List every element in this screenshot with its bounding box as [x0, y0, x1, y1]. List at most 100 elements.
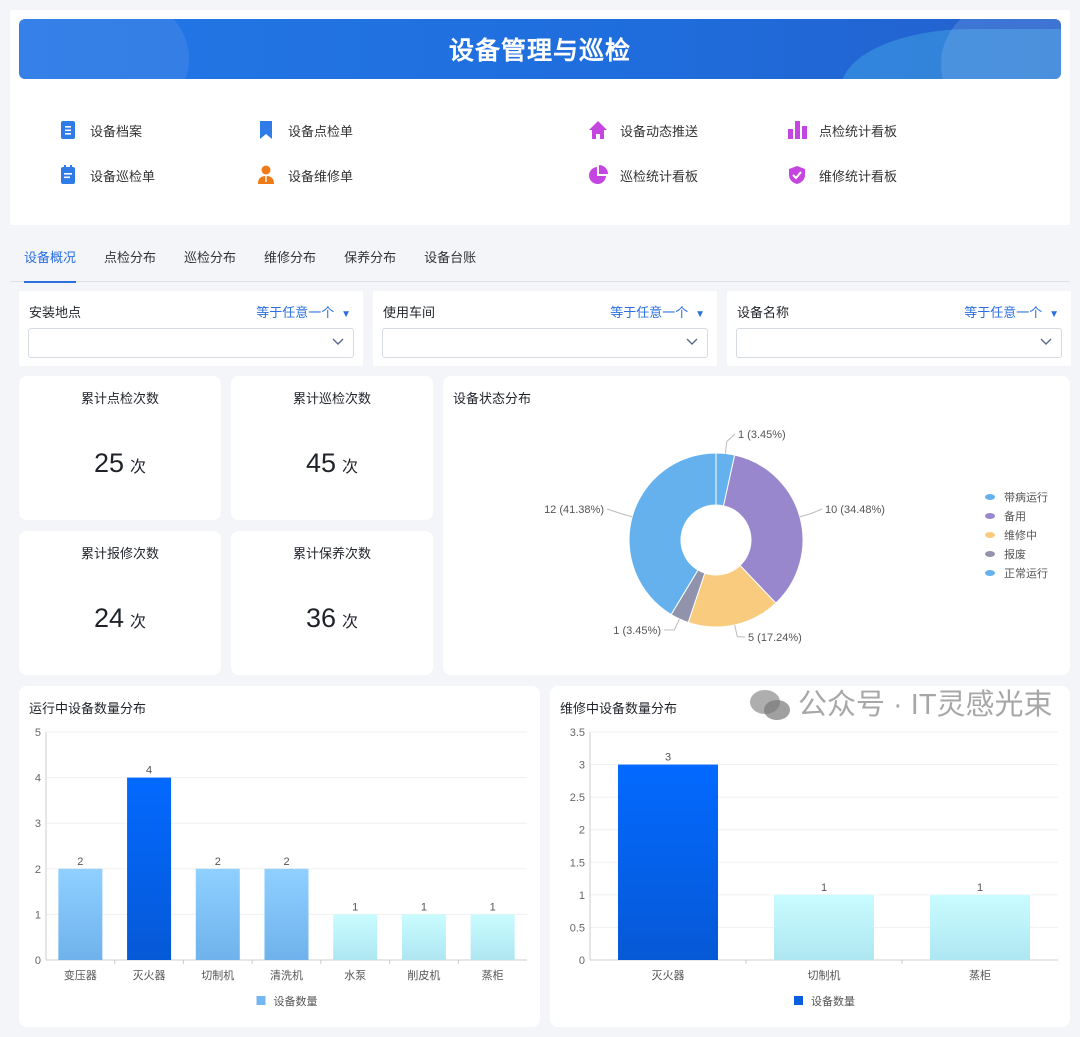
title-banner: 设备管理与巡检	[19, 19, 1061, 79]
bar[interactable]	[470, 914, 515, 960]
tab-3[interactable]: 巡检分布	[184, 250, 237, 265]
filter-select[interactable]	[382, 328, 708, 358]
bar-value-label: 2	[283, 856, 289, 868]
watermark: 公众号 · IT灵感光束	[748, 688, 1053, 722]
legend-marker	[985, 513, 995, 519]
wechat-icon	[750, 690, 790, 720]
legend-marker	[985, 532, 995, 538]
pie-slice[interactable]	[687, 564, 777, 628]
bar[interactable]	[58, 868, 103, 960]
y-tick-label: 1	[579, 890, 585, 902]
chevron-down-icon	[1040, 335, 1052, 349]
y-tick-label: 2.5	[570, 792, 585, 804]
bar[interactable]	[127, 777, 172, 960]
filter-select[interactable]	[736, 328, 1062, 358]
pie-label-line	[606, 508, 633, 518]
filter-operator-dropdown[interactable]: 等于任意一个 ▼	[610, 302, 705, 321]
stat-unit: 次	[342, 459, 359, 476]
menu-item-label: 设备维修单	[288, 168, 354, 184]
filter-2: 使用车间 等于任意一个 ▼	[373, 291, 717, 366]
chart-title: 运行中设备数量分布	[29, 701, 147, 716]
menu-item-1[interactable]: 设备档案	[58, 120, 142, 140]
bar-value-label: 1	[977, 882, 983, 894]
legend-marker	[985, 494, 995, 500]
chart-title: 维修中设备数量分布	[560, 701, 678, 716]
bar-chart-icon	[787, 120, 807, 140]
tab-bar: 设备概况 点检分布 巡检分布 维修分布 保养分布 设备台账	[10, 240, 1070, 283]
bar[interactable]	[930, 894, 1030, 960]
bar-value-label: 2	[77, 856, 83, 868]
bar[interactable]	[618, 764, 718, 960]
bar[interactable]	[264, 868, 309, 960]
header-panel: 设备管理与巡检 设备档案 设备点检单 设备动态推送 点检统计看板设备巡检单 设备维修单 巡…	[10, 10, 1070, 225]
pie-label-line	[734, 624, 746, 638]
stat-value: 45	[305, 448, 337, 478]
y-tick-label: 0	[35, 955, 41, 967]
menu-item-7[interactable]: 巡检统计看板	[588, 165, 698, 185]
pie-data-label: 10 (34.48%)	[825, 504, 885, 516]
menu-item-4[interactable]: 点检统计看板	[787, 120, 897, 140]
stat-value-row: 25 次	[19, 448, 221, 479]
menu-item-5[interactable]: 设备巡检单	[58, 165, 155, 185]
legend-item[interactable]: 设备数量	[811, 994, 855, 1008]
stat-card-3: 累计报修次数 24 次	[19, 531, 221, 675]
x-tick-label: 蒸柜	[969, 969, 991, 982]
pie-slice[interactable]	[722, 454, 804, 604]
tab-5[interactable]: 保养分布	[344, 250, 397, 265]
legend-item[interactable]: 报废	[1004, 547, 1026, 561]
filter-select[interactable]	[28, 328, 354, 358]
y-tick-label: 5	[35, 727, 41, 739]
pie-slice[interactable]	[628, 452, 717, 616]
legend-marker	[985, 551, 995, 557]
tab-2[interactable]: 点检分布	[104, 250, 157, 265]
pie-data-label: 1 (3.45%)	[613, 625, 661, 637]
x-tick-label: 切制机	[201, 968, 234, 982]
x-tick-label: 削皮机	[407, 968, 440, 982]
bar[interactable]	[774, 894, 874, 960]
bar[interactable]	[401, 914, 446, 960]
legend-item[interactable]: 备用	[1004, 509, 1026, 523]
filter-label: 设备名称	[737, 305, 790, 320]
filter-operator-label: 等于任意一个	[256, 305, 335, 320]
stat-unit: 次	[342, 614, 359, 631]
y-tick-label: 0.5	[570, 922, 585, 934]
legend-item[interactable]: 设备数量	[274, 994, 318, 1008]
pie-chart-icon	[588, 165, 608, 185]
repair-bar-card: 维修中设备数量分布 0 0.5 1 1.5 2 2.5 3 3.5 3 灭火器 1 切制机 1 蒸柜 设备数…	[550, 686, 1070, 1027]
pie-label-line	[724, 433, 736, 454]
menu-item-2[interactable]: 设备点检单	[256, 120, 353, 140]
pie-label-line	[663, 618, 680, 631]
legend-item[interactable]: 维修中	[1004, 528, 1037, 542]
tab-1[interactable]: 设备概况	[10, 240, 90, 283]
tab-6[interactable]: 设备台账	[424, 250, 477, 265]
legend-item[interactable]: 带病运行	[1004, 490, 1048, 504]
menu-item-6[interactable]: 设备维修单	[256, 165, 353, 185]
bar-value-label: 1	[490, 901, 496, 913]
filter-operator-dropdown[interactable]: 等于任意一个 ▼	[964, 302, 1059, 321]
bar[interactable]	[195, 868, 240, 960]
caret-down-icon: ▼	[692, 309, 705, 320]
y-tick-label: 0	[579, 955, 585, 967]
clipboard-icon	[58, 165, 78, 185]
legend-item[interactable]: 正常运行	[1004, 567, 1048, 580]
filter-operator-dropdown[interactable]: 等于任意一个 ▼	[256, 302, 351, 321]
chart-title: 设备状态分布	[453, 391, 532, 406]
x-tick-label: 灭火器	[652, 969, 685, 982]
menu-item-label: 设备动态推送	[620, 123, 699, 139]
tab-4[interactable]: 维修分布	[264, 250, 317, 265]
x-tick-label: 清洗机	[270, 968, 303, 982]
person-icon	[256, 165, 276, 185]
pie-label-line	[799, 508, 823, 518]
bar-value-label: 4	[146, 765, 152, 777]
x-tick-label: 灭火器	[133, 969, 166, 982]
menu-item-3[interactable]: 设备动态推送	[588, 120, 698, 140]
bar[interactable]	[333, 914, 378, 960]
stat-title: 累计巡检次数	[292, 391, 371, 406]
caret-down-icon: ▼	[338, 309, 351, 320]
filter-operator-label: 等于任意一个	[964, 305, 1043, 320]
menu-item-label: 设备巡检单	[90, 168, 156, 184]
menu-item-label: 巡检统计看板	[620, 168, 699, 184]
menu-item-8[interactable]: 维修统计看板	[787, 165, 897, 185]
